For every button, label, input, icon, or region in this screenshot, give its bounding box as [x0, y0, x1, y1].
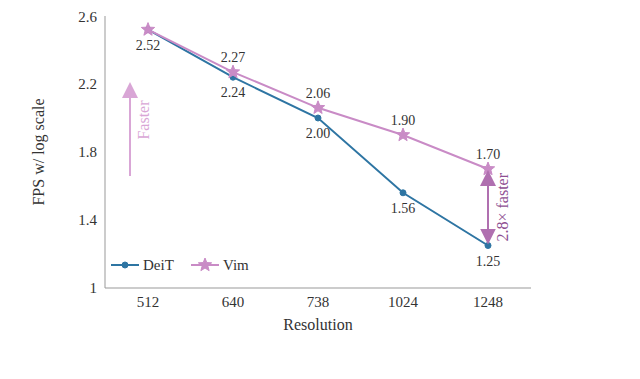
svg-text:DeiT: DeiT — [143, 257, 174, 273]
svg-text:2.2: 2.2 — [78, 76, 97, 92]
svg-text:2.24: 2.24 — [221, 85, 246, 100]
svg-text:1248: 1248 — [473, 294, 503, 310]
svg-text:1.8: 1.8 — [78, 144, 97, 160]
svg-text:2.52: 2.52 — [136, 38, 161, 53]
svg-text:2.00: 2.00 — [306, 126, 331, 141]
svg-text:1.56: 1.56 — [391, 201, 416, 216]
svg-text:FPS w/ log scale: FPS w/ log scale — [30, 98, 48, 205]
svg-text:Vim: Vim — [223, 257, 249, 273]
svg-text:512: 512 — [137, 294, 160, 310]
svg-text:1.70: 1.70 — [476, 147, 501, 162]
svg-text:Resolution: Resolution — [283, 316, 352, 333]
svg-text:2.8× faster: 2.8× faster — [494, 172, 511, 241]
svg-text:2.06: 2.06 — [306, 86, 331, 101]
svg-text:1024: 1024 — [388, 294, 419, 310]
svg-text:1.25: 1.25 — [476, 254, 501, 269]
svg-text:1.90: 1.90 — [391, 113, 416, 128]
svg-text:2.6: 2.6 — [78, 9, 97, 25]
svg-text:2.27: 2.27 — [221, 50, 246, 65]
svg-text:1: 1 — [90, 280, 98, 296]
svg-text:Faster: Faster — [135, 100, 152, 140]
svg-text:640: 640 — [222, 294, 245, 310]
svg-text:1.4: 1.4 — [78, 212, 97, 228]
svg-text:738: 738 — [307, 294, 330, 310]
